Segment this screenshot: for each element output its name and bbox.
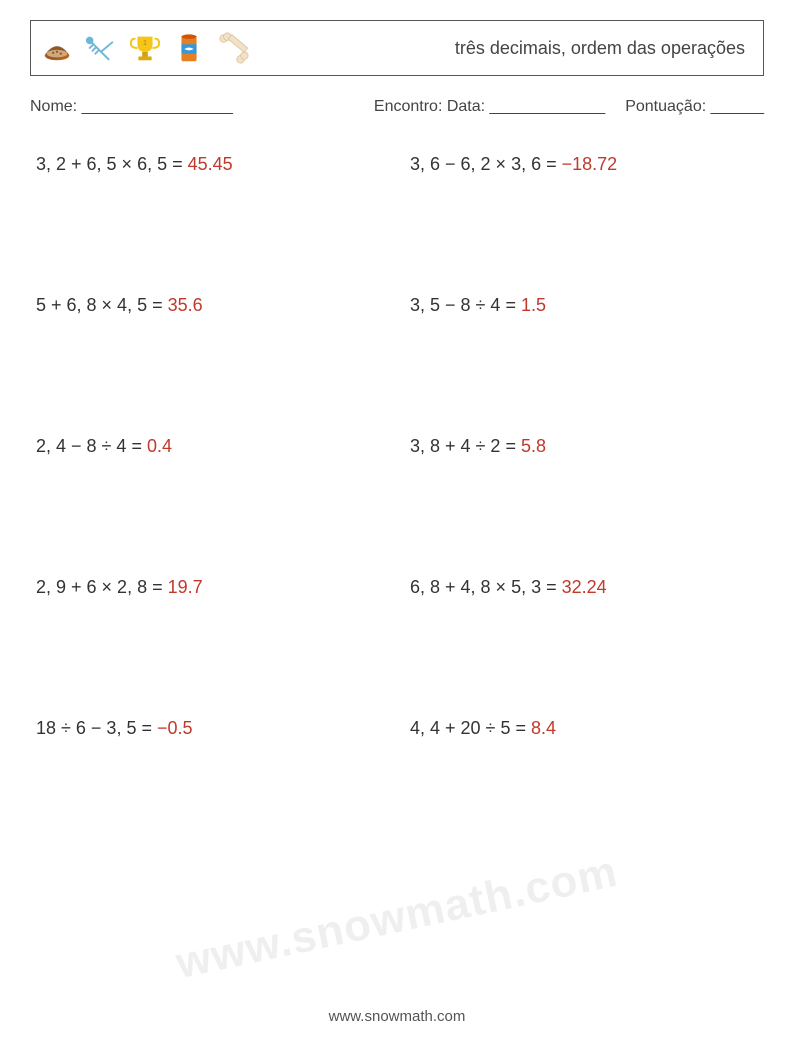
problem-answer: 19.7 <box>168 577 203 597</box>
problem-expression: 18 ÷ 6 − 3, 5 = <box>36 718 157 738</box>
problem-answer: 35.6 <box>168 295 203 315</box>
problem-expression: 3, 6 − 6, 2 × 3, 6 = <box>410 154 562 174</box>
problem-expression: 4, 4 + 20 ÷ 5 = <box>410 718 531 738</box>
problem-item: 18 ÷ 6 − 3, 5 = −0.5 <box>36 718 390 739</box>
footer-text: www.snowmath.com <box>0 1008 794 1025</box>
score-field: Pontuação: ______ <box>625 98 764 116</box>
problem-answer: 8.4 <box>531 718 556 738</box>
meta-row: Nome: _________________ Encontro: Data: … <box>30 98 764 116</box>
can-icon <box>171 30 207 66</box>
problem-answer: 45.45 <box>188 154 233 174</box>
problems-grid: 3, 2 + 6, 5 × 6, 5 = 45.45 3, 6 − 6, 2 ×… <box>30 154 764 739</box>
problem-expression: 6, 8 + 4, 8 × 5, 3 = <box>410 577 562 597</box>
name-field: Nome: _________________ <box>30 98 233 116</box>
problem-expression: 2, 9 + 6 × 2, 8 = <box>36 577 168 597</box>
problem-expression: 3, 8 + 4 ÷ 2 = <box>410 436 521 456</box>
worksheet-title: três decimais, ordem das operações <box>455 38 751 59</box>
problem-expression: 3, 2 + 6, 5 × 6, 5 = <box>36 154 188 174</box>
fishbone-icon <box>83 30 119 66</box>
problem-item: 3, 5 − 8 ÷ 4 = 1.5 <box>410 295 764 316</box>
problem-item: 3, 2 + 6, 5 × 6, 5 = 45.45 <box>36 154 390 175</box>
problem-item: 2, 9 + 6 × 2, 8 = 19.7 <box>36 577 390 598</box>
header-icons: 1 <box>39 30 251 66</box>
trophy-icon: 1 <box>127 30 163 66</box>
problem-item: 3, 8 + 4 ÷ 2 = 5.8 <box>410 436 764 457</box>
problem-item: 5 + 6, 8 × 4, 5 = 35.6 <box>36 295 390 316</box>
problem-item: 2, 4 − 8 ÷ 4 = 0.4 <box>36 436 390 457</box>
problem-expression: 3, 5 − 8 ÷ 4 = <box>410 295 521 315</box>
problem-answer: 5.8 <box>521 436 546 456</box>
problem-answer: 1.5 <box>521 295 546 315</box>
problem-answer: 32.24 <box>562 577 607 597</box>
problem-answer: −0.5 <box>157 718 193 738</box>
problem-item: 3, 6 − 6, 2 × 3, 6 = −18.72 <box>410 154 764 175</box>
problem-answer: 0.4 <box>147 436 172 456</box>
date-field: Encontro: Data: _____________ <box>374 98 605 116</box>
watermark-text: www.snowmath.com <box>172 847 622 989</box>
worksheet-header: 1 três decimais, ordem das operações <box>30 20 764 76</box>
problem-answer: −18.72 <box>562 154 618 174</box>
problem-expression: 2, 4 − 8 ÷ 4 = <box>36 436 147 456</box>
problem-expression: 5 + 6, 8 × 4, 5 = <box>36 295 168 315</box>
bone-icon <box>215 30 251 66</box>
problem-item: 4, 4 + 20 ÷ 5 = 8.4 <box>410 718 764 739</box>
svg-text:1: 1 <box>143 38 147 47</box>
dog-bowl-icon <box>39 30 75 66</box>
problem-item: 6, 8 + 4, 8 × 5, 3 = 32.24 <box>410 577 764 598</box>
